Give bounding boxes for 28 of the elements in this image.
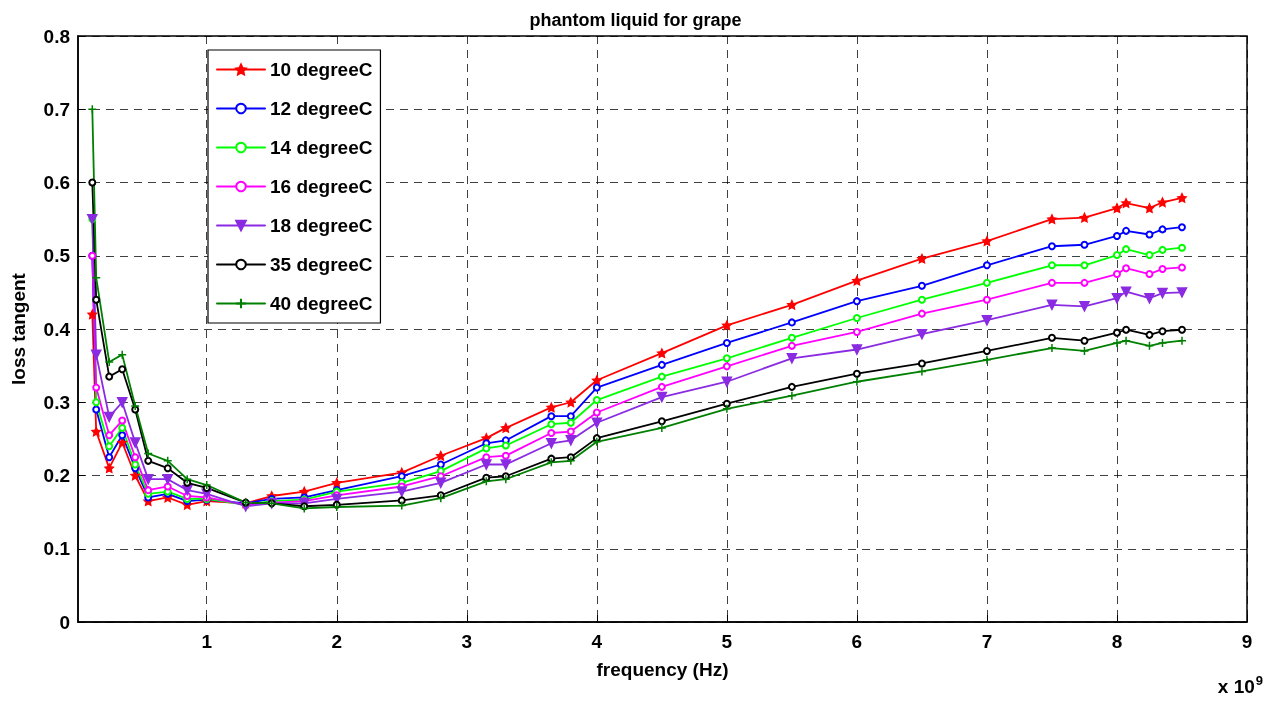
legend-label: 16 degreeC [270,176,373,197]
x-tick-label: 6 [851,631,863,652]
legend-label: 14 degreeC [270,137,373,158]
y-tick-label: 0.1 [43,538,71,560]
legend-label: 40 degreeC [270,293,373,314]
y-tick-label: 0.4 [43,318,71,340]
legend-label: 12 degreeC [270,98,373,119]
legend-label: 18 degreeC [270,215,373,236]
x-tick-label: 9 [1241,631,1253,652]
y-tick-label: 0.6 [43,172,70,193]
x-tick-label: 7 [981,631,993,652]
chart-title: phantom liquid for grape [529,10,742,30]
x-tick-label: 3 [461,631,473,652]
y-tick-label: 0.3 [43,391,70,413]
legend-label: 35 degreeC [270,254,373,275]
y-tick-label: 0.2 [43,465,70,486]
x-tick-label: 8 [1111,631,1123,652]
legend-label: 10 degreeC [270,59,373,80]
y-tick-label: 0 [59,611,70,633]
x-tick-label: 2 [331,631,343,652]
x-tick-label: 1 [201,631,213,652]
y-tick-label: 0.7 [43,98,70,120]
y-tick-label: 0.8 [43,25,70,47]
x-axis-title: frequency (Hz) [596,659,729,680]
x-tick-label: 4 [591,631,603,652]
x-tick-label: 5 [721,631,733,652]
y-tick-label: 0.5 [43,245,71,267]
y-axis-title: loss tangent [8,272,29,385]
